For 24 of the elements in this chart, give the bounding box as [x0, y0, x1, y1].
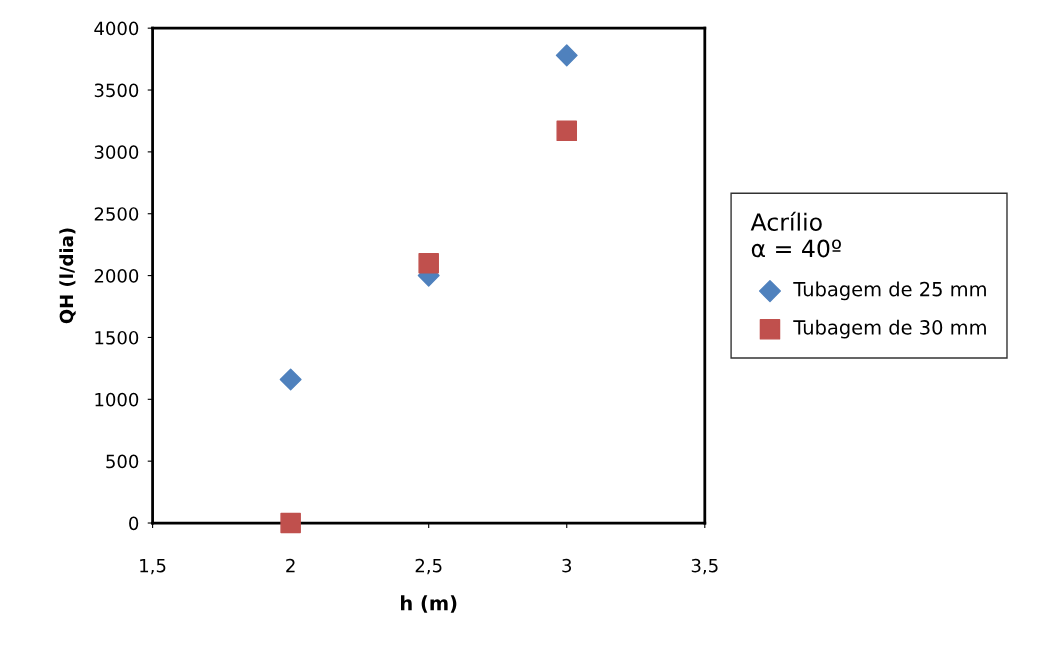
- point: [555, 44, 578, 67]
- y-tick-label: 4000: [94, 21, 139, 36]
- legend-label: Tubagem de 25 mm: [793, 281, 986, 301]
- y-tick-label: 3000: [94, 145, 139, 159]
- y-tick-label: 500: [106, 454, 139, 469]
- y-tick-label: 1000: [95, 392, 139, 407]
- y-tick-label: 3500: [94, 83, 139, 98]
- y-axis-title: QH (l/dia): [59, 228, 76, 324]
- x-tick-label: 2: [286, 558, 295, 573]
- legend-title: Acrílio α = 40º: [750, 211, 841, 258]
- y-tick-label: 0: [129, 516, 139, 531]
- x-axis-title: h (m): [401, 595, 457, 613]
- point: [556, 120, 578, 142]
- y-tick-label: 2000: [94, 269, 139, 283]
- point: [280, 512, 301, 534]
- point: [418, 252, 439, 274]
- point: [279, 368, 302, 391]
- y-tick-label: 1500: [95, 330, 139, 345]
- x-tick-label: 3,5: [691, 558, 718, 575]
- x-tick-label: 2,5: [415, 558, 442, 575]
- x-tick-label: 1,5: [140, 558, 166, 575]
- x-tick-label: 3: [562, 558, 572, 573]
- legend-label: Tubagem de 30 mm: [793, 319, 986, 339]
- y-tick-label: 2500: [94, 207, 139, 221]
